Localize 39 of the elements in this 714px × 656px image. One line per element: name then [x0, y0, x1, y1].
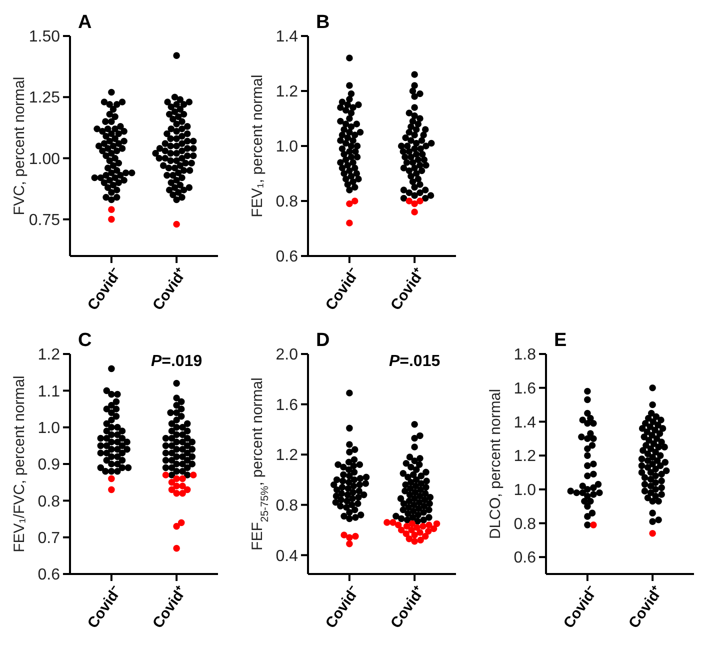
y-tick-label: 0.9	[38, 456, 60, 474]
y-tick-label: 0.8	[514, 516, 536, 533]
y-tick-label: 0.6	[276, 248, 298, 266]
y-tick-label: 1.4	[514, 414, 536, 432]
y-tick-label: 0.6	[514, 550, 536, 567]
y-tick-label: 1.2	[276, 447, 298, 464]
y-tick-label: 2.0	[276, 346, 298, 364]
y-tick-label: 1.25	[28, 90, 60, 107]
y-axis-title: FEV₁/FVC, percent normal	[11, 376, 28, 552]
chart-title: B	[316, 12, 330, 33]
y-tick-label: 1.0	[514, 482, 536, 499]
y-tick-label: 1.0	[276, 138, 298, 156]
annotation: P=.019	[150, 353, 202, 370]
y-tick-label: 0.75	[28, 212, 60, 229]
y-axis-title: FEV₁, percent normal	[249, 74, 266, 218]
chart-title: E	[554, 330, 567, 351]
y-tick-label: 1.0	[38, 420, 60, 437]
y-tick-label: 1.8	[514, 346, 536, 364]
chart-title: A	[78, 12, 92, 33]
y-tick-label: 0.8	[38, 493, 60, 510]
y-tick-label: 1.50	[28, 28, 60, 46]
y-tick-label: 1.6	[276, 396, 298, 414]
y-tick-label: 0.4	[276, 548, 298, 565]
y-tick-label: 1.2	[276, 84, 298, 101]
y-tick-label: 0.8	[276, 497, 298, 514]
y-tick-label: 1.2	[38, 346, 60, 364]
y-tick-label: 1.6	[514, 380, 536, 398]
y-tick-label: 1.00	[28, 150, 60, 168]
annotation: P=.015	[388, 353, 440, 370]
y-tick-label: 0.6	[38, 566, 60, 584]
y-tick-label: 0.7	[38, 530, 60, 547]
y-tick-label: 0.8	[276, 194, 298, 211]
y-tick-label: 1.1	[38, 383, 60, 400]
y-tick-label: 1.2	[514, 448, 536, 466]
y-tick-label: 1.4	[276, 28, 298, 46]
chart-title: C	[78, 330, 92, 351]
chart-title: D	[316, 330, 330, 351]
y-axis-title: DLCO, percent normal	[487, 388, 504, 540]
y-axis-title: FVC, percent normal	[11, 76, 28, 216]
